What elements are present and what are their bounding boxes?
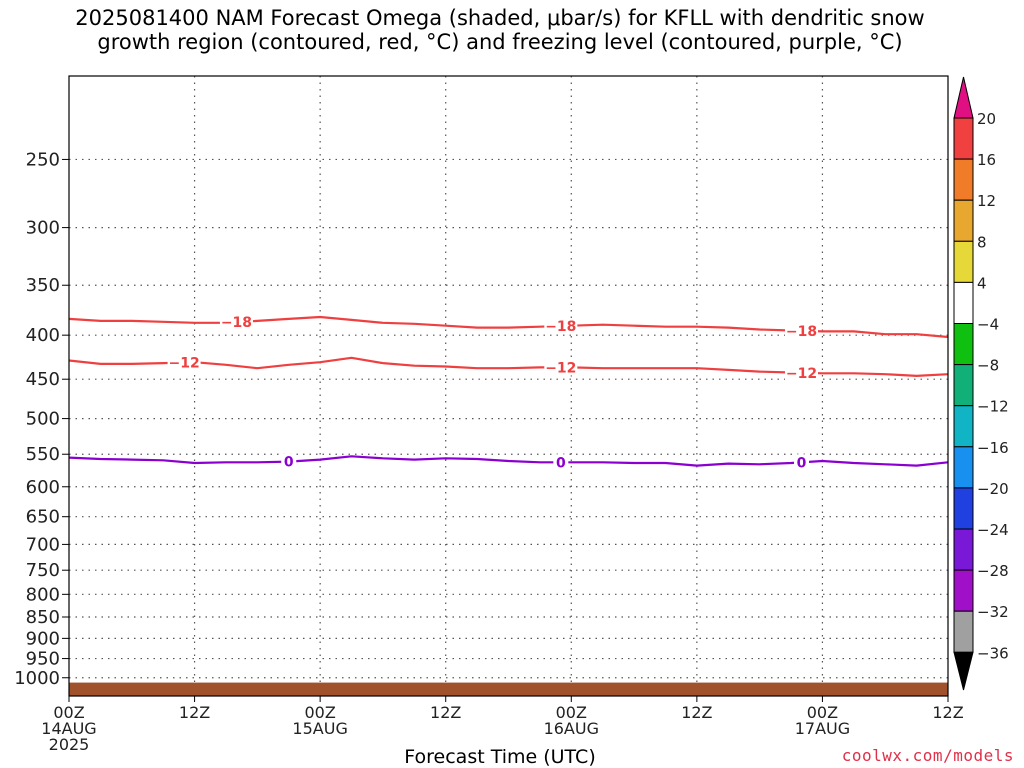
colorbar-segment [953, 569, 974, 612]
contour-label: −12 [545, 360, 576, 376]
y-tick-label: 500 [26, 409, 60, 430]
credit-text: coolwx.com/models [841, 746, 1014, 765]
colorbar-tick-label: −16 [977, 439, 1009, 457]
y-tick-label: 950 [26, 649, 60, 670]
contour-label-bg [553, 454, 569, 471]
x-axis-label: Forecast Time (UTC) [404, 746, 596, 768]
y-tick-label: 650 [26, 507, 60, 528]
colorbar-segment [953, 117, 974, 160]
title-line-1: 2025081400 NAM Forecast Omega (shaded, μ… [75, 6, 925, 30]
colorbar: 20 16 12 8 4 −4 −8 −12 −16 −20 −24 −28 −32 −36 [953, 76, 1009, 691]
colorbar-tick-label: 20 [977, 110, 996, 128]
contour-label: −18 [786, 324, 817, 340]
contour-line-0 [68, 455, 949, 467]
colorbar-segment [953, 199, 974, 242]
colorbar-segment [953, 528, 974, 571]
colorbar-tick-label: 4 [977, 274, 987, 292]
colorbar-segment [953, 487, 974, 530]
contour-label-bg [281, 453, 297, 470]
x-tick-label: 17AUG [795, 719, 850, 738]
colorbar-tick-label: 8 [977, 233, 987, 251]
colorbar-tick-label: −24 [977, 521, 1009, 539]
colorbar-segment [953, 158, 974, 201]
y-tick-label: 850 [26, 607, 60, 628]
plot-border [68, 75, 949, 697]
grid [69, 76, 948, 696]
contour-label-bg [794, 454, 809, 471]
colorbar-top-arrow [953, 76, 974, 119]
x-tick-label: 00Z [53, 703, 84, 722]
colorbar-tick-label: −36 [977, 644, 1009, 662]
colorbar-tick-label: 16 [977, 151, 996, 169]
y-tick-label: 300 [26, 218, 60, 239]
colorbar-tick-label: −12 [977, 398, 1009, 416]
x-tick-label: 12Z [681, 703, 712, 722]
contour-label: −12 [168, 355, 199, 371]
colorbar-tick-label: −4 [977, 316, 999, 334]
colorbar-tick-label: −28 [977, 562, 1009, 580]
y-tick-label: 900 [26, 628, 60, 649]
contour-label: 0 [556, 455, 566, 471]
y-tick-label: 750 [26, 560, 60, 581]
y-tick-label: 600 [26, 477, 60, 498]
chart-title: 2025081400 NAM Forecast Omega (shaded, μ… [0, 6, 1000, 54]
colorbar-segment [953, 281, 974, 324]
y-tick-label: 800 [26, 584, 60, 605]
contour-label: −12 [786, 366, 817, 382]
contour-label-bg [167, 354, 201, 371]
y-tick-label: 400 [26, 325, 60, 346]
contour-label: −18 [545, 319, 576, 335]
y-tick-label: 350 [26, 275, 60, 296]
x-tick-label: 14AUG [41, 719, 96, 738]
contour-label-bg [544, 359, 578, 376]
plot-frame [68, 75, 949, 697]
y-tick-label: 700 [26, 534, 60, 555]
colorbar-tick-label: −8 [977, 357, 999, 375]
colorbar-segment [953, 610, 974, 653]
contour-lines: −18 −18 −18 −12 −12 −12 0 0 0 [68, 314, 949, 471]
contour-label: 0 [797, 455, 807, 471]
terrain [69, 682, 948, 696]
x-tick-label: 00Z [807, 703, 838, 722]
contour-label: 0 [284, 455, 294, 471]
colorbar-segment [953, 323, 974, 366]
colorbar-tick-label: 12 [977, 192, 996, 210]
colorbar-segment [953, 405, 974, 448]
x-tick-label: 12Z [430, 703, 461, 722]
terrain-fill [69, 682, 948, 696]
colorbar-segment [953, 240, 974, 283]
contour-label: −18 [221, 315, 252, 331]
colorbar-tick-label: −32 [977, 603, 1009, 621]
x-tick-label: 00Z [304, 703, 335, 722]
contour-label-bg [785, 322, 818, 339]
y-tick-label: 450 [26, 369, 60, 390]
colorbar-tick-label: −20 [977, 480, 1009, 498]
x-tick-label: 16AUG [544, 719, 599, 738]
x-tick-label: 12Z [932, 703, 963, 722]
contour-label-bg [785, 364, 818, 381]
colorbar-segment [953, 446, 974, 489]
x-tick-label: 00Z [556, 703, 587, 722]
colorbar-segment [953, 364, 974, 407]
y-axis-ticks: 2503003504004505005506006507007508008509… [14, 149, 69, 689]
x-tick-label: 15AUG [292, 719, 347, 738]
colorbar-bottom-arrow [953, 651, 974, 691]
y-tick-label: 1000 [14, 668, 60, 689]
title-line-2: growth region (contoured, red, °C) and f… [97, 30, 903, 54]
x-tick-label: 2025 [49, 735, 90, 754]
contour-label-bg [544, 318, 578, 335]
contour-label-bg [219, 314, 253, 331]
y-tick-label: 250 [26, 149, 60, 170]
y-tick-label: 550 [26, 444, 60, 465]
x-tick-label: 12Z [179, 703, 210, 722]
